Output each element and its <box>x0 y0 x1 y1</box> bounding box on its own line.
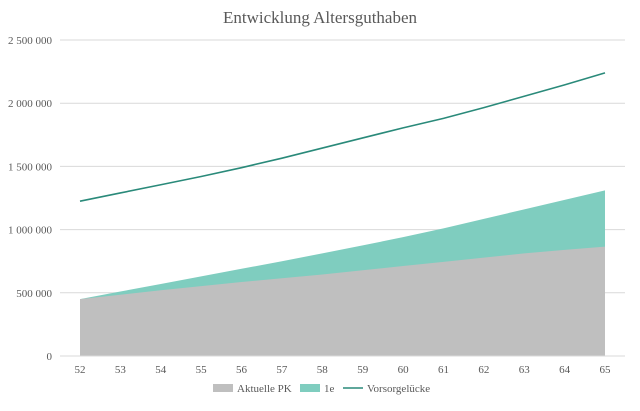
x-tick-label: 64 <box>559 364 571 376</box>
line-series <box>79 72 606 202</box>
legend-label: Vorsorgelücke <box>367 383 430 395</box>
x-tick-label: 53 <box>115 364 127 376</box>
legend-item: 1e <box>300 383 335 395</box>
x-tick-label: 54 <box>155 364 167 376</box>
line-series-vorsorgeluecke <box>79 72 606 202</box>
x-tick-label: 65 <box>600 364 612 376</box>
x-tick-label: 58 <box>317 364 329 376</box>
x-tick-label: 55 <box>196 364 208 376</box>
y-tick-label: 2 500 000 <box>8 35 53 47</box>
legend-label: 1e <box>324 383 335 395</box>
y-tick-label: 0 <box>47 351 53 363</box>
legend-item: Vorsorgelücke <box>343 383 430 395</box>
legend: Aktuelle PK 1e Vorsorgelücke <box>213 383 430 395</box>
area-series-aktuelle-pk <box>80 246 605 356</box>
x-tick-label: 59 <box>357 364 369 376</box>
x-tick-label: 63 <box>519 364 531 376</box>
y-tick-label: 1 500 000 <box>8 161 53 173</box>
x-tick-label: 61 <box>438 364 449 376</box>
y-tick-label: 500 000 <box>16 288 52 300</box>
y-tick-label: 1 000 000 <box>8 225 53 237</box>
y-tick-label: 2 000 000 <box>8 98 53 110</box>
legend-item: Aktuelle PK <box>213 383 292 395</box>
legend-swatch <box>300 384 320 392</box>
x-tick-label: 60 <box>398 364 410 376</box>
area-series <box>80 190 605 356</box>
chart-title: Entwicklung Altersguthaben <box>223 8 418 27</box>
x-tick-label: 52 <box>75 364 86 376</box>
legend-swatch <box>213 384 233 392</box>
legend-label: Aktuelle PK <box>237 383 292 395</box>
x-tick-label: 62 <box>478 364 489 376</box>
x-tick-label: 56 <box>236 364 248 376</box>
axes: 0 500 000 1 000 000 1 500 000 2 000 000 2 500… <box>8 35 625 376</box>
x-tick-label: 57 <box>276 364 288 376</box>
